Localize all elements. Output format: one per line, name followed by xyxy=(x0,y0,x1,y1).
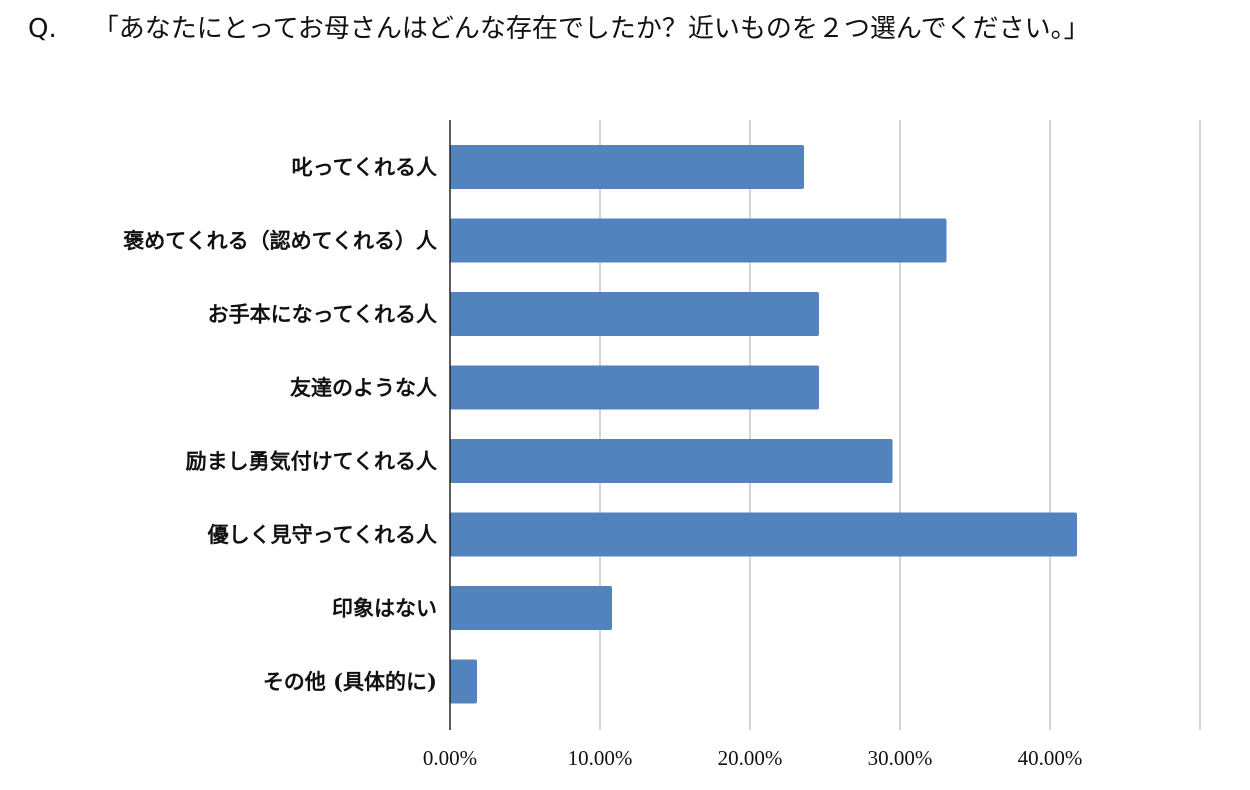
bar-7 xyxy=(450,659,477,704)
tick-label-0: 0.00% xyxy=(423,746,477,770)
question-text: Q. 「あなたにとってお母さんはどんな存在でしたか？近いものを２つ選んでください。… xyxy=(28,8,1090,45)
category-label-2: お手本になってくれる人 xyxy=(208,302,437,327)
question-body: 「あなたにとってお母さんはどんな存在でしたか？近いものを２つ選んでください。」 xyxy=(92,14,1090,44)
question-prefix: Q. xyxy=(28,14,57,44)
tick-label-1: 10.00% xyxy=(568,746,633,770)
category-label-3: 友達のような人 xyxy=(290,375,437,400)
bar-3 xyxy=(450,365,819,410)
category-label-5: 優しく見守ってくれる人 xyxy=(207,522,437,547)
bars xyxy=(450,145,1077,704)
tick-label-2: 20.00% xyxy=(718,746,783,770)
grid-lines xyxy=(599,120,1201,730)
tick-label-4: 40.00% xyxy=(1018,746,1083,770)
tick-labels: 0.00% 10.00% 20.00% 30.00% 40.00% xyxy=(423,746,1083,770)
category-label-7: その他 (具体的に) xyxy=(263,669,437,694)
category-label-4: 励まし勇気付けてくれる人 xyxy=(186,449,437,474)
category-label-0: 叱ってくれる人 xyxy=(292,155,437,180)
category-labels: 叱ってくれる人褒めてくれる（認めてくれる）人お手本になってくれる人友達のような人… xyxy=(122,155,437,695)
bar-0 xyxy=(450,145,804,189)
tick-label-3: 30.00% xyxy=(868,746,933,770)
bar-6 xyxy=(450,586,612,630)
bar-2 xyxy=(450,292,819,336)
category-label-1: 褒めてくれる（認めてくれる）人 xyxy=(122,228,437,253)
bar-1 xyxy=(450,218,947,263)
bar-5 xyxy=(450,512,1077,557)
category-label-6: 印象はない xyxy=(332,596,437,621)
bar-4 xyxy=(450,439,893,483)
